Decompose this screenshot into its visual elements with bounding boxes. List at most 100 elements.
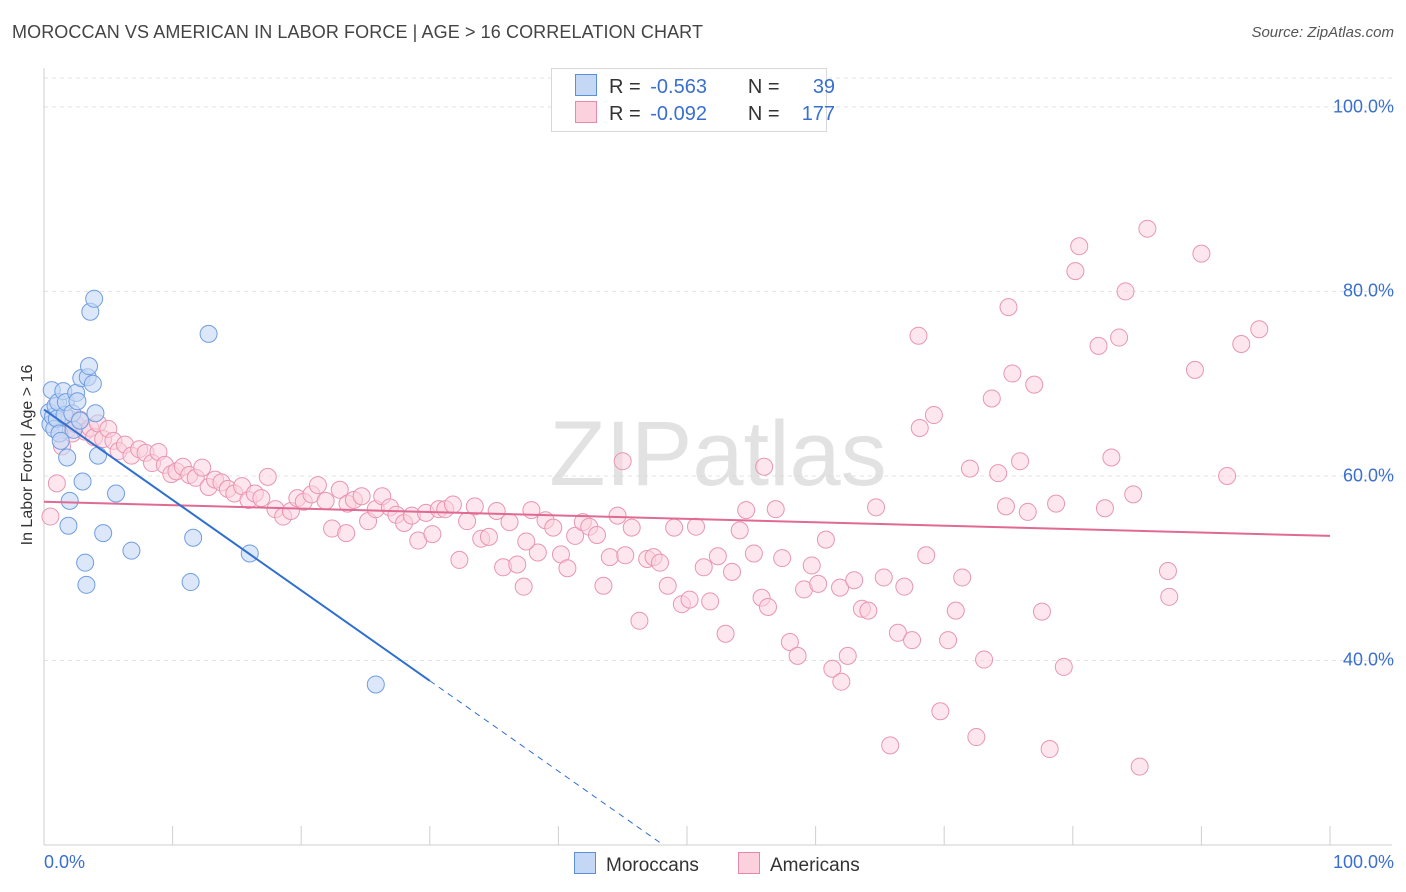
americans-point <box>443 495 462 514</box>
americans-point <box>917 546 936 565</box>
americans-point <box>755 457 774 476</box>
watermark: ZIPatlas <box>549 403 886 505</box>
americans-point <box>874 568 893 587</box>
moroccans-point <box>199 324 218 343</box>
moroccans-point <box>89 446 108 465</box>
americans-point <box>1018 502 1037 521</box>
americans-point <box>608 506 627 525</box>
americans-point <box>1040 740 1059 759</box>
americans-point <box>701 592 720 611</box>
n-label: N = <box>747 103 780 125</box>
americans-point <box>587 526 606 544</box>
americans-point <box>1054 657 1073 676</box>
americans-point <box>258 467 277 486</box>
americans-point <box>528 543 547 562</box>
moroccans-point <box>107 484 126 503</box>
americans-point <box>975 650 994 669</box>
americans-point <box>1011 452 1030 471</box>
americans-point <box>989 464 1008 483</box>
americans-point <box>909 326 928 345</box>
americans-label: Americans <box>770 855 860 876</box>
americans-swatch <box>575 101 597 123</box>
americans-r-value: -0.092 <box>650 103 707 125</box>
moroccans-label: Moroccans <box>606 855 699 876</box>
moroccans-point <box>76 553 95 572</box>
americans-point <box>1116 282 1135 301</box>
americans-point <box>514 577 533 596</box>
bottom-legend-americans: Americans <box>738 852 860 877</box>
source-label: Source: ZipAtlas.com <box>1251 24 1394 41</box>
americans-point <box>650 553 669 572</box>
americans-point <box>508 555 527 574</box>
moroccans-point <box>122 541 141 560</box>
americans-point <box>744 544 763 563</box>
americans-point <box>832 672 851 691</box>
americans-point <box>1250 320 1269 339</box>
americans-point <box>1025 375 1044 394</box>
americans-point <box>996 497 1015 516</box>
moroccans-point <box>94 524 113 543</box>
americans-point <box>658 576 677 595</box>
americans-point <box>622 518 641 537</box>
moroccans-points <box>40 289 385 694</box>
americans-point <box>780 633 799 652</box>
americans-point <box>960 459 979 478</box>
americans-point <box>450 550 469 569</box>
americans-point <box>330 480 349 499</box>
americans-point <box>566 526 585 545</box>
americans-point <box>999 298 1018 317</box>
moroccans-point <box>71 411 90 430</box>
stats-legend <box>551 68 827 132</box>
moroccans-r-value: -0.563 <box>650 76 707 98</box>
americans-point <box>1158 561 1177 580</box>
moroccans-point <box>77 575 96 594</box>
americans-point <box>517 532 536 551</box>
americans-point <box>316 491 335 510</box>
moroccans-point <box>51 431 70 450</box>
moroccans-point <box>59 516 78 535</box>
americans-point <box>308 476 327 495</box>
americans-point <box>600 548 619 567</box>
americans-point <box>687 517 706 536</box>
americans-point <box>939 631 958 650</box>
legend-row-moroccans: R = -0.563 N = 39 <box>575 74 835 98</box>
americans-point <box>665 518 684 537</box>
y-tick-label: 60.0% <box>1342 465 1394 486</box>
americans-point <box>759 597 778 616</box>
americans-point <box>1160 587 1179 606</box>
americans-point <box>931 702 950 721</box>
americans-point <box>716 624 735 643</box>
americans-point <box>47 474 66 493</box>
americans-point <box>946 601 965 620</box>
moroccans-point <box>184 528 203 547</box>
x-tick-max: 100.0% <box>1332 852 1394 872</box>
moroccans-point <box>58 448 77 467</box>
americans-point <box>816 530 835 549</box>
americans-point <box>252 489 271 508</box>
americans-point <box>1124 485 1143 504</box>
y-tick-label: 40.0% <box>1342 649 1394 670</box>
americans-point <box>823 659 842 678</box>
americans-point <box>680 590 699 609</box>
americans-point <box>423 525 442 544</box>
americans-point <box>859 601 878 620</box>
chart-title: MOROCCAN VS AMERICAN IN LABOR FORCE | AG… <box>12 22 704 42</box>
americans-point <box>41 507 60 526</box>
americans-point <box>594 576 613 595</box>
americans-point <box>788 646 807 665</box>
americans-point <box>1066 262 1085 281</box>
americans-point <box>737 501 756 520</box>
americans-point <box>1070 237 1089 256</box>
moroccans-trend-line <box>43 408 431 682</box>
americans-point <box>888 623 907 642</box>
americans-point <box>613 452 632 471</box>
americans-point <box>1185 360 1204 379</box>
trend-lines <box>43 408 1331 844</box>
americans-point <box>522 501 541 520</box>
y-tick-label: 80.0% <box>1342 280 1394 301</box>
y-tick-label: 100.0% <box>1332 96 1394 117</box>
legend-row-americans: R = -0.092 N = 177 <box>575 101 835 125</box>
axes <box>43 68 1392 846</box>
americans-point <box>723 562 742 581</box>
